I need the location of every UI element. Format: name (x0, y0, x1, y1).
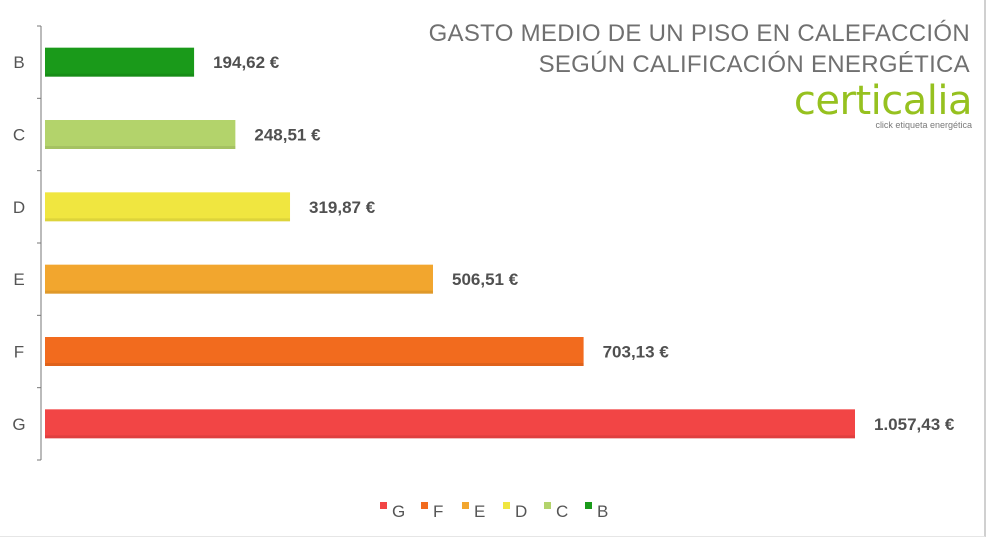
legend-label-C: C (556, 502, 568, 521)
category-label-F: F (14, 343, 24, 362)
legend-label-F: F (433, 502, 443, 521)
chart-title: GASTO MEDIO DE UN PISO EN CALEFACCIÓN (428, 20, 970, 47)
value-label-C: 248,51 € (254, 126, 321, 145)
chart-subtitle: SEGÚN CALIFICACIÓN ENERGÉTICA (538, 51, 970, 78)
value-label-B: 194,62 € (213, 53, 280, 72)
legend-label-E: E (474, 502, 485, 521)
brand-block: certicalia click etiqueta energética (793, 78, 973, 130)
bar-shade-E (45, 290, 433, 294)
bar-G (45, 409, 855, 439)
legend-swatch-D (503, 502, 510, 509)
bar-shade-B (45, 73, 195, 77)
legend-swatch-F (421, 502, 428, 509)
value-label-G: 1.057,43 € (874, 415, 955, 434)
value-label-E: 506,51 € (452, 270, 519, 289)
category-label-E: E (13, 270, 24, 289)
category-label-G: G (12, 415, 25, 434)
legend-label-B: B (597, 502, 608, 521)
bar-C (45, 120, 236, 149)
legend-swatch-C (544, 502, 551, 509)
bar-E (45, 264, 433, 294)
brand-tagline: click etiqueta energética (875, 120, 972, 130)
bar-D (45, 192, 291, 222)
legend-swatch-E (462, 502, 469, 509)
bar-shade-F (45, 363, 584, 366)
bar-F (45, 337, 584, 366)
legend-label-D: D (515, 502, 527, 521)
bar-shade-C (45, 146, 236, 149)
legend-label-G: G (392, 502, 405, 521)
category-label-D: D (13, 198, 25, 217)
bar-shade-G (45, 435, 855, 439)
chart-title-block: GASTO MEDIO DE UN PISO EN CALEFACCIÓN SE… (429, 18, 970, 80)
brand-logo: certicalia (793, 78, 973, 124)
category-label-C: C (13, 126, 25, 145)
value-label-F: 703,13 € (603, 343, 670, 362)
legend-swatch-G (380, 502, 387, 509)
value-label-D: 319,87 € (309, 198, 376, 217)
legend-swatch-B (585, 502, 592, 509)
bar-B (45, 47, 195, 77)
bar-shade-D (45, 218, 291, 222)
category-label-B: B (13, 53, 24, 72)
